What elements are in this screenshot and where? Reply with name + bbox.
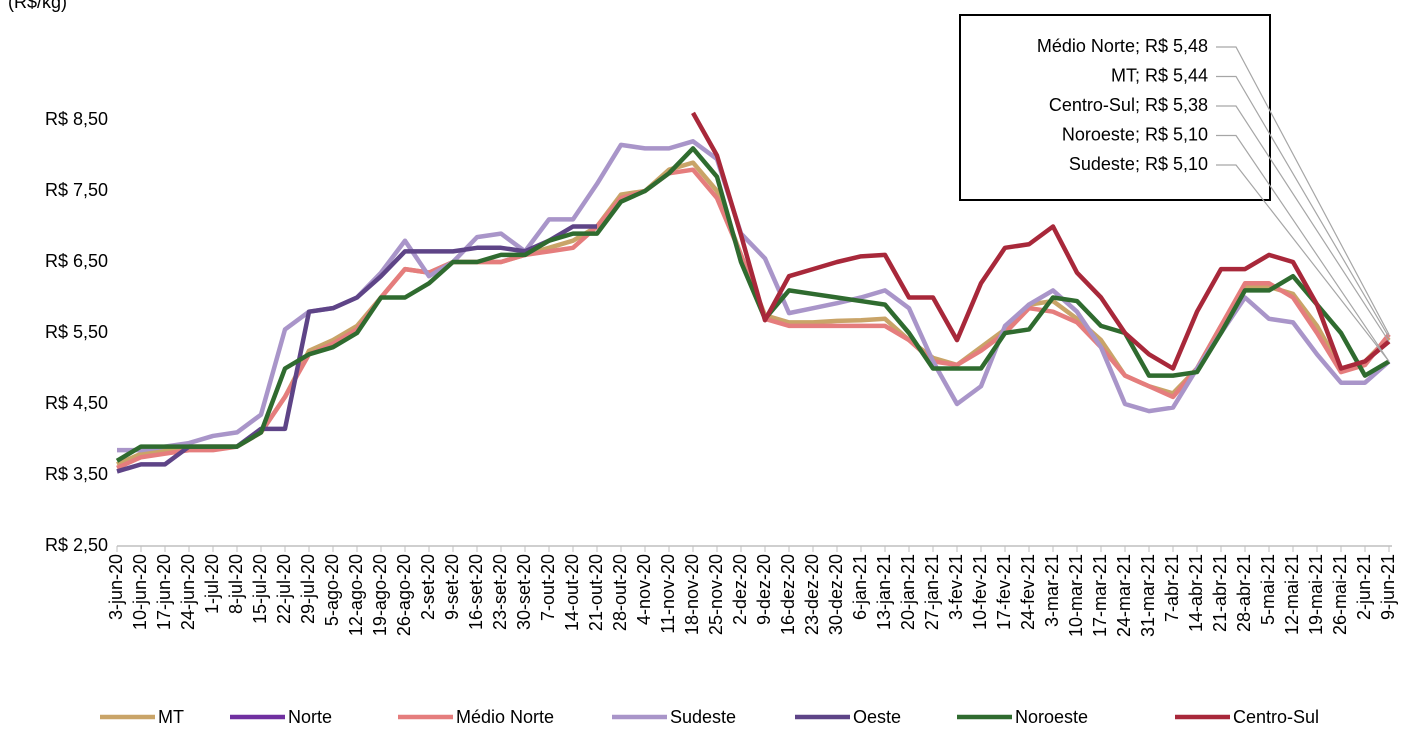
x-tick-label: 24-jun-20 [178, 554, 198, 630]
x-tick-label: 15-jul-20 [250, 554, 270, 624]
x-tick-label: 30-dez-20 [826, 554, 846, 635]
x-tick-label: 7-abr-21 [1162, 554, 1182, 622]
legend-label: Sudeste [670, 707, 736, 727]
x-tick-label: 17-fev-21 [994, 554, 1014, 630]
y-tick-label: R$ 6,50 [45, 251, 108, 271]
legend-label: Oeste [853, 707, 901, 727]
x-tick-label: 26-mai-21 [1330, 554, 1350, 635]
leader-line [1216, 46, 1390, 335]
x-tick-label: 24-fev-21 [1018, 554, 1038, 630]
x-tick-label: 3-fev-21 [946, 554, 966, 620]
x-tick-label: 3-jun-20 [106, 554, 126, 620]
y-tick-label: R$ 4,50 [45, 393, 108, 413]
x-tick-label: 10-mar-21 [1066, 554, 1086, 637]
x-tick-label: 19-ago-20 [370, 554, 390, 636]
series-line [691, 111, 1391, 371]
x-tick-label: 16-dez-20 [778, 554, 798, 635]
annotation: Centro-Sul; R$ 5,38 [1049, 95, 1208, 115]
legend-label: Médio Norte [456, 707, 554, 727]
x-tick-label: 10-fev-21 [970, 554, 990, 630]
x-tick-label: 23-dez-20 [802, 554, 822, 635]
x-tick-label: 3-mar-21 [1042, 554, 1062, 627]
x-tick-label: 19-mai-21 [1306, 554, 1326, 635]
x-tick-label: 9-dez-20 [754, 554, 774, 625]
x-tick-label: 11-nov-20 [658, 554, 678, 634]
x-tick-label: 17-mar-21 [1090, 554, 1110, 637]
y-tick-label: R$ 3,50 [45, 464, 108, 484]
x-tick-label: 16-set-20 [466, 554, 486, 630]
x-tick-label: 10-jun-20 [130, 554, 150, 630]
x-tick-label: 31-mar-21 [1138, 554, 1158, 637]
legend-label: Norte [288, 707, 332, 727]
x-tick-label: 25-nov-20 [706, 554, 726, 635]
x-tick-label: 2-jun-21 [1354, 554, 1374, 620]
legend-label: MT [158, 707, 184, 727]
annotation: Médio Norte; R$ 5,48 [1037, 36, 1208, 56]
leader-line [1216, 164, 1390, 362]
x-tick-label: 5-mai-21 [1258, 554, 1278, 625]
y-tick-label: R$ 5,50 [45, 322, 108, 342]
x-tick-label: 13-jan-21 [874, 554, 894, 630]
x-tick-label: 5-ago-20 [322, 554, 342, 626]
x-tick-label: 29-jul-20 [298, 554, 318, 624]
x-tick-label: 7-out-20 [538, 554, 558, 621]
x-tick-label: 2-set-20 [418, 554, 438, 620]
x-tick-label: 12-mai-21 [1282, 554, 1302, 635]
x-tick-label: 23-set-20 [490, 554, 510, 630]
annotation-box [959, 14, 1271, 201]
legend-label: Noroeste [1015, 707, 1088, 727]
x-tick-label: 2-dez-20 [730, 554, 750, 625]
series-line [115, 146, 1391, 463]
leader-line [1216, 105, 1390, 342]
y-axis-label: (R$/kg) [8, 0, 67, 12]
x-tick-label: 21-abr-21 [1210, 554, 1230, 632]
annotation: Noroeste; R$ 5,10 [1062, 124, 1208, 144]
x-tick-label: 9-jun-21 [1378, 554, 1398, 620]
series-line [116, 224, 597, 474]
y-tick-label: R$ 7,50 [45, 180, 108, 200]
x-tick-label: 9-set-20 [442, 554, 462, 620]
annotation: Sudeste; R$ 5,10 [1069, 154, 1208, 174]
x-tick-label: 28-out-20 [610, 554, 630, 631]
y-tick-label: R$ 2,50 [45, 535, 108, 555]
x-tick-label: 14-abr-21 [1186, 554, 1206, 632]
x-tick-label: 1-jul-20 [202, 554, 222, 614]
x-tick-label: 22-jul-20 [274, 554, 294, 624]
x-tick-label: 28-abr-21 [1234, 554, 1254, 632]
x-tick-label: 24-mar-21 [1114, 554, 1134, 637]
x-tick-label: 12-ago-20 [346, 554, 366, 636]
x-tick-label: 14-out-20 [562, 554, 582, 631]
x-tick-label: 26-ago-20 [394, 554, 414, 636]
x-tick-label: 8-jul-20 [226, 554, 246, 614]
x-tick-label: 4-nov-20 [634, 554, 654, 625]
leader-line [1216, 75, 1390, 338]
x-tick-label: 21-out-20 [586, 554, 606, 631]
y-tick-label: R$ 8,50 [45, 109, 108, 129]
x-tick-label: 18-nov-20 [682, 554, 702, 635]
legend-label: Centro-Sul [1233, 707, 1319, 727]
x-tick-label: 20-jan-21 [898, 554, 918, 630]
leader-line [1216, 134, 1390, 362]
x-tick-label: 17-jun-20 [154, 554, 174, 630]
x-tick-label: 27-jan-21 [922, 554, 942, 630]
x-tick-label: 30-set-20 [514, 554, 534, 630]
x-tick-label: 6-jan-21 [850, 554, 870, 620]
annotation: MT; R$ 5,44 [1111, 65, 1208, 85]
